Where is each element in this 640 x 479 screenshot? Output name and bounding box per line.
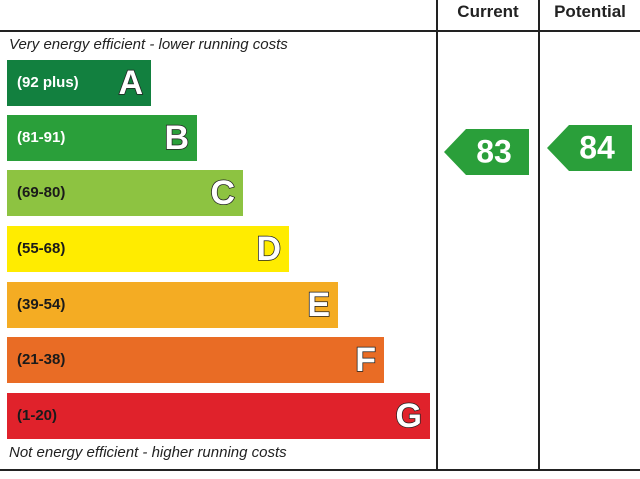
band-letter: D — [256, 229, 282, 269]
band-range: (1-20) — [17, 407, 58, 424]
potential-value: 84 — [579, 129, 615, 165]
band: (55-68) D — [7, 226, 289, 272]
rule — [0, 469, 640, 471]
band-letter: B — [164, 118, 190, 158]
band-letter: E — [307, 285, 331, 325]
potential-header: Potential — [554, 2, 626, 21]
bottom-note: Not energy efficient - higher running co… — [9, 444, 287, 461]
band-range: (39-54) — [17, 296, 66, 313]
band-range: (69-80) — [17, 184, 66, 201]
band: (1-20) G — [7, 393, 430, 439]
band-letter: C — [210, 173, 236, 213]
top-note: Very energy efficient - lower running co… — [9, 36, 288, 53]
band: (92 plus) A — [7, 60, 151, 106]
band: (21-38) F — [7, 337, 384, 383]
band-letter: G — [395, 396, 423, 436]
potential-arrow: 84 — [547, 125, 632, 171]
band-range: (21-38) — [17, 351, 66, 368]
arrow-shape — [547, 125, 632, 171]
rule — [436, 0, 438, 471]
band-letter: F — [354, 340, 376, 380]
current-arrow: 83 — [444, 129, 529, 175]
band-range: (55-68) — [17, 240, 66, 257]
band-letter: A — [118, 63, 144, 103]
arrow-shape — [444, 129, 529, 175]
band-range: (92 plus) — [17, 74, 79, 91]
rule — [0, 30, 640, 32]
current-value: 83 — [476, 133, 512, 169]
band: (81-91) B — [7, 115, 197, 161]
current-header: Current — [457, 2, 519, 21]
band: (39-54) E — [7, 282, 338, 328]
band: (69-80) C — [7, 170, 243, 216]
band-range: (81-91) — [17, 129, 66, 146]
rule — [538, 0, 540, 471]
